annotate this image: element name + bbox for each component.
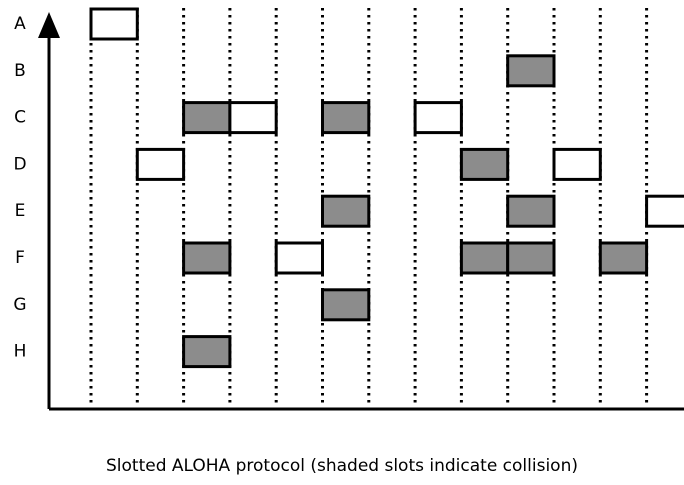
- collision-slot: [182, 335, 232, 369]
- station-axis-arrowhead: [38, 12, 60, 38]
- successful-slot: [552, 147, 602, 181]
- collision-slot: [321, 194, 371, 228]
- collision-slot: [321, 101, 371, 135]
- station-label-f: F: [15, 248, 25, 268]
- station-label-d: D: [13, 154, 26, 174]
- station-label-e: E: [15, 201, 26, 221]
- station-label-h: H: [14, 342, 27, 362]
- collision-slot: [598, 241, 649, 275]
- slotted-aloha-diagram: A B C D E F G H: [13, 7, 684, 411]
- station-label-c: C: [14, 108, 26, 128]
- successful-slot: [645, 194, 684, 228]
- diagram-caption: Slotted ALOHA protocol (shaded slots ind…: [106, 456, 578, 476]
- successful-slot: [228, 101, 278, 135]
- station-label-a: A: [14, 14, 26, 34]
- station-label-b: B: [14, 61, 26, 81]
- successful-slot: [413, 101, 463, 135]
- transmission-slots: [89, 7, 684, 369]
- collision-slot: [506, 54, 556, 88]
- axes: [38, 12, 684, 411]
- successful-slot: [135, 147, 186, 181]
- collision-slot: [459, 147, 510, 181]
- successful-slot: [274, 241, 325, 275]
- collision-slot: [182, 101, 232, 135]
- collision-slot: [321, 288, 371, 322]
- station-label-g: G: [13, 295, 26, 315]
- collision-slot: [459, 241, 510, 275]
- collision-slot: [506, 194, 556, 228]
- station-labels: A B C D E F G H: [13, 14, 26, 362]
- collision-slot: [506, 241, 556, 275]
- successful-slot: [89, 7, 139, 41]
- collision-slot: [182, 241, 232, 275]
